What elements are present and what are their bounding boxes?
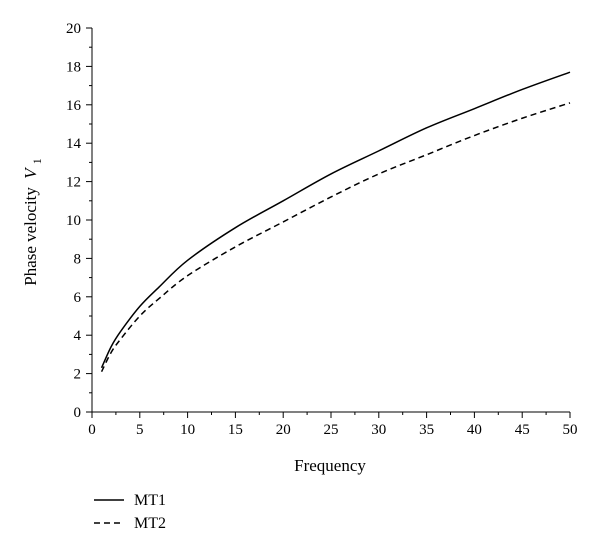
y-axis-title-text: Phase velocity <box>21 187 40 286</box>
y-tick-label: 10 <box>66 213 81 229</box>
y-tick-label: 18 <box>66 59 81 75</box>
y-tick-label: 20 <box>66 21 81 37</box>
y-tick-label: 4 <box>74 328 82 344</box>
axes-group: 0 5 10 15 20 25 30 35 40 45 50 0 2 4 6 8 10 12 14 16 18 20 <box>66 21 578 438</box>
x-tick-label: 20 <box>276 422 291 438</box>
x-tick-label: 0 <box>88 422 96 438</box>
y-tick-label: 14 <box>66 136 82 152</box>
y-tick-label: 0 <box>74 405 82 421</box>
x-axis-title: Frequency <box>294 456 366 475</box>
y-tick-label: 16 <box>66 98 82 114</box>
x-tick-label: 25 <box>324 422 339 438</box>
y-axis-title: Phase velocity V 1 <box>21 158 44 286</box>
x-tick-label: 35 <box>419 422 434 438</box>
y-axis-title-symbol: V <box>21 166 40 179</box>
y-axis-title-subscript: 1 <box>30 158 44 164</box>
x-tick-label: 15 <box>228 422 243 438</box>
legend-label-mt2: MT2 <box>134 515 166 532</box>
x-tick-label: 10 <box>180 422 195 438</box>
series-group <box>100 71 571 373</box>
x-tick-label: 50 <box>563 422 578 438</box>
legend-label-mt1: MT1 <box>134 492 166 509</box>
y-tick-label: 8 <box>74 251 82 267</box>
series-line-mt1 <box>100 71 571 369</box>
y-tick-label: 2 <box>74 367 82 383</box>
x-tick-label: 5 <box>136 422 144 438</box>
y-tick-label: 12 <box>66 175 81 191</box>
x-tick-label: 45 <box>515 422 530 438</box>
x-tick-label: 30 <box>371 422 386 438</box>
y-tick-label: 6 <box>74 290 82 306</box>
series-line-mt2 <box>100 102 571 373</box>
x-tick-label: 40 <box>467 422 482 438</box>
